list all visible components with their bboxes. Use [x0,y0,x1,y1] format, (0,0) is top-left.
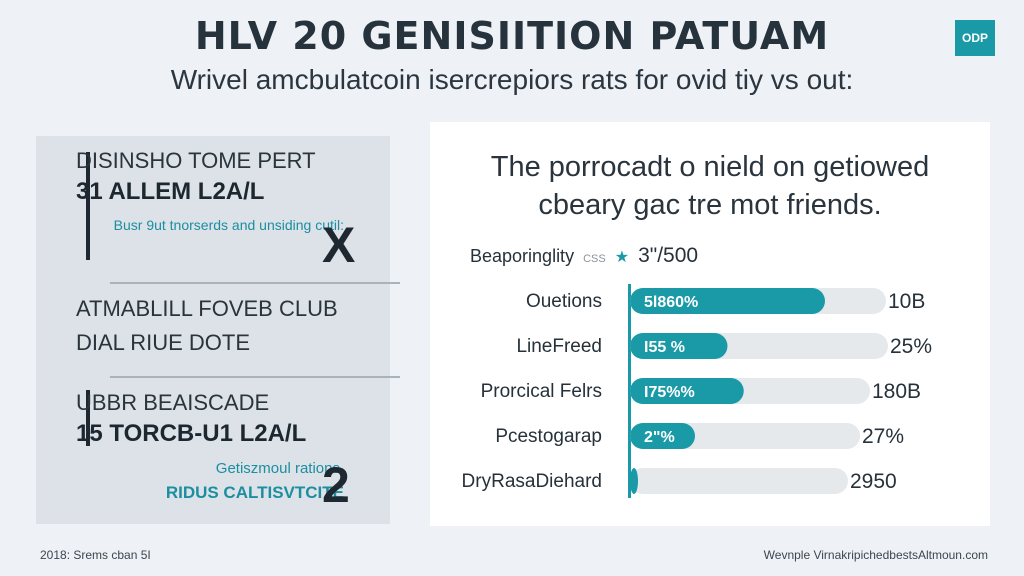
section1-mark: X [322,217,356,273]
category-label: Pcestogarap [495,426,602,447]
category-label: LineFreed [516,336,602,357]
rating-row: Beaporinglity CSS ★ 3"/500 [470,244,698,268]
right-chart-panel: The porrocadt o nield on getiowed cbeary… [430,122,990,526]
bar-chart: Ouetions 5l860% 10B LineFreed I55 % 25% Prorci… [462,288,932,494]
bar-inner-label: I75%% [644,384,695,401]
section2-line2: DIAL RIUE DOTE [76,330,250,355]
section-3: UBBR BEAISCADE 15 TORCB-U1 L2A/L Getiszm… [76,390,366,503]
bar [630,378,744,404]
section3-accent-bar [86,390,90,446]
chart-heading-line2: cbeary gac tre mot friends. [538,189,882,221]
section1-accent-bar [86,152,90,260]
section1-note: Busr 9ut tnorserds and unsiding cutil: [113,217,344,233]
bar-inner-label: 2"% [644,429,675,446]
section3-mark: 2 [322,457,350,513]
category-label: Prorcical Felrs [481,381,602,402]
left-info-panel: DISINSHO TOME PERT 31 ALLEM L2A/L Busr 9… [36,136,400,524]
bar [630,468,638,494]
footer-left: 2018: Srems cban 5I [40,548,151,562]
section-2: ATMABLILL FOVEB CLUB DIAL RIUE DOTE [76,296,366,356]
section2-line1: ATMABLILL FOVEB CLUB [76,296,338,321]
rating-small-tag: CSS [583,253,606,265]
section1-line2: 31 ALLEM L2A/L [76,178,265,205]
category-label: Ouetions [526,291,602,312]
star-icon: ★ [614,249,630,266]
value-label: 180B [872,380,921,403]
bar-inner-label: I55 % [644,339,685,356]
bar [630,288,825,314]
value-label: 2950 [850,470,897,493]
footer-right: Wevnple VirnakripichedbestsAltmoun.com [763,548,988,562]
brand-logo: ODP [955,20,995,56]
divider-2 [110,376,400,378]
chart-heading-line1: The porrocadt o nield on getiowed [490,151,930,183]
value-label: 10B [888,290,925,313]
section3-note2: RIDUS CALTISVTCITE [165,483,344,502]
rating-value: 3"/500 [638,244,699,267]
page-title: HLV 20 GENISIITION PATUAM [194,14,830,58]
chart-axis-line [628,284,631,498]
category-label: DryRasaDiehard [462,471,602,492]
bar-inner-label: 5l860% [644,294,698,311]
section3-note1: Getiszmoul rations [215,460,340,477]
divider-1 [110,282,400,284]
bar-track [630,468,848,494]
page-subtitle: Wrivel amcbulatcoin isercrepiors rats fo… [170,64,854,95]
bar [630,423,695,449]
rating-label: Beaporinglity [470,246,575,266]
section3-line1: UBBR BEAISCADE [76,390,270,415]
value-label: 25% [890,335,932,358]
bar [630,333,728,359]
section3-line2: 15 TORCB-U1 L2A/L [76,420,307,447]
section1-line1: DISINSHO TOME PERT [76,148,316,173]
value-label: 27% [862,425,904,448]
section-1: DISINSHO TOME PERT 31 ALLEM L2A/L Busr 9… [76,148,366,234]
